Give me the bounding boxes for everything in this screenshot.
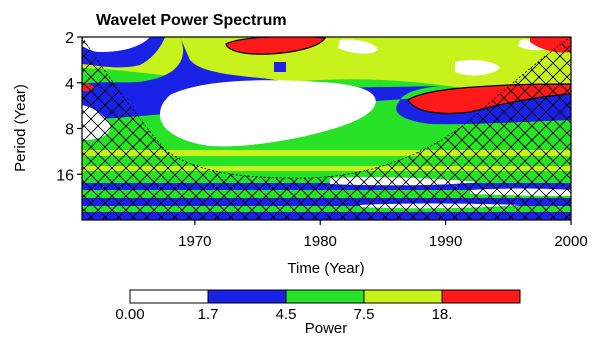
colorbar-swatch bbox=[129, 289, 209, 304]
colorbar-swatch bbox=[285, 289, 365, 304]
power-level-white-spot-2 bbox=[455, 60, 500, 76]
colorbar-tick-label: 1.7 bbox=[198, 306, 219, 323]
y-tick-label: 16 bbox=[56, 167, 74, 184]
x-tick-label: 1970 bbox=[178, 233, 211, 250]
y-axis-label: Period (Year) bbox=[12, 84, 29, 172]
power-level-white-center bbox=[160, 80, 376, 147]
x-tick-label: 1980 bbox=[304, 233, 337, 250]
colorbar-tick-label: 7.5 bbox=[354, 306, 375, 323]
colorbar: 0.00 1.7 4.5 7.5 18. bbox=[115, 289, 521, 323]
x-tick-label: 2000 bbox=[554, 233, 587, 250]
y-tick-label: 2 bbox=[65, 30, 74, 47]
power-level-yellowgreen-band-1 bbox=[82, 150, 571, 156]
y-axis-ticks: 2 4 8 16 bbox=[56, 30, 82, 184]
colorbar-tick-label: 0.00 bbox=[115, 306, 144, 323]
power-level-yellowgreen-upper bbox=[82, 37, 571, 100]
cone-of-influence-boundary bbox=[82, 37, 571, 179]
colorbar-swatch bbox=[441, 289, 521, 304]
power-level-white-spot-1 bbox=[338, 39, 378, 54]
colorbar-swatch bbox=[363, 289, 443, 304]
colorbar-tick-label: 18. bbox=[432, 306, 453, 323]
plot-area bbox=[82, 37, 571, 220]
colorbar-tick-label: 4.5 bbox=[276, 306, 297, 323]
y-tick-label: 8 bbox=[65, 122, 74, 139]
x-axis-ticks: 1970 1980 1990 2000 bbox=[178, 220, 588, 250]
y-tick-label: 4 bbox=[65, 76, 74, 93]
colorbar-label: Power bbox=[305, 320, 348, 337]
x-tick-label: 1990 bbox=[429, 233, 462, 250]
cone-of-influence-hatch bbox=[82, 37, 571, 220]
chart-title: Wavelet Power Spectrum bbox=[96, 12, 287, 29]
power-level-blue-spot-1 bbox=[274, 62, 286, 72]
colorbar-swatch bbox=[207, 289, 287, 304]
power-level-yellowgreen-band-2 bbox=[82, 166, 571, 171]
power-level-white-topleft bbox=[82, 37, 150, 52]
x-axis-label: Time (Year) bbox=[287, 260, 364, 277]
